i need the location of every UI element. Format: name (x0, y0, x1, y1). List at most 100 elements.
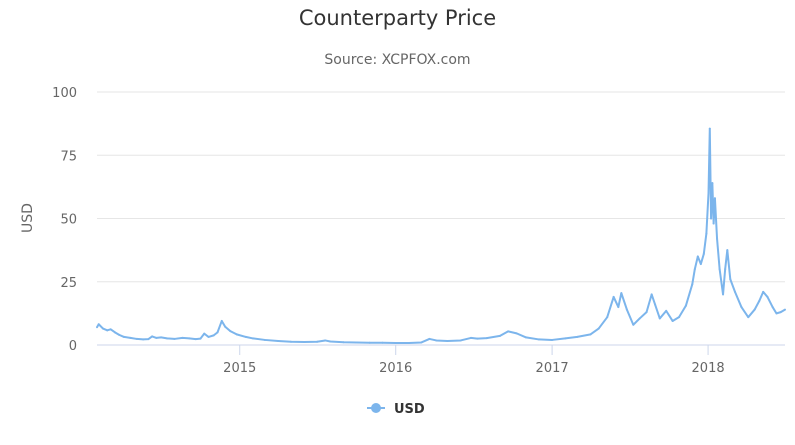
data-point[interactable] (710, 217, 713, 220)
data-point[interactable] (188, 337, 191, 340)
data-point[interactable] (775, 312, 778, 315)
data-point[interactable] (216, 331, 219, 334)
series-line-usd[interactable] (96, 127, 786, 344)
data-point[interactable] (632, 323, 635, 326)
data-point[interactable] (638, 317, 641, 320)
data-point[interactable] (235, 333, 238, 336)
data-point[interactable] (109, 328, 112, 331)
data-point[interactable] (96, 326, 98, 329)
data-point[interactable] (485, 337, 488, 340)
data-point[interactable] (303, 340, 306, 343)
data-point[interactable] (654, 303, 657, 306)
data-point[interactable] (151, 335, 154, 338)
data-point[interactable] (726, 249, 729, 252)
data-point[interactable] (507, 330, 510, 333)
data-point[interactable] (691, 283, 694, 286)
data-point[interactable] (779, 311, 782, 314)
data-point[interactable] (724, 268, 727, 271)
data-point[interactable] (705, 232, 708, 235)
data-point[interactable] (160, 336, 163, 339)
data-point[interactable] (290, 340, 293, 343)
data-point[interactable] (263, 338, 266, 341)
data-point[interactable] (658, 317, 661, 320)
data-point[interactable] (166, 337, 169, 340)
data-point[interactable] (713, 197, 716, 200)
data-point[interactable] (747, 316, 750, 319)
data-point[interactable] (142, 338, 145, 341)
data-point[interactable] (645, 311, 648, 314)
data-point[interactable] (702, 252, 705, 255)
data-point[interactable] (625, 308, 628, 311)
data-point[interactable] (101, 327, 104, 330)
data-point[interactable] (316, 340, 319, 343)
data-point[interactable] (147, 338, 150, 341)
data-point[interactable] (665, 309, 668, 312)
data-point[interactable] (589, 333, 592, 336)
data-point[interactable] (740, 306, 743, 309)
data-point[interactable] (118, 333, 121, 336)
data-point[interactable] (106, 329, 109, 332)
data-point[interactable] (707, 192, 710, 195)
data-point[interactable] (203, 332, 206, 335)
data-point[interactable] (368, 341, 371, 344)
data-point[interactable] (155, 336, 158, 339)
data-point[interactable] (564, 337, 567, 340)
data-point[interactable] (708, 127, 711, 130)
data-point[interactable] (699, 263, 702, 266)
data-point[interactable] (716, 237, 719, 240)
data-point[interactable] (459, 339, 462, 342)
data-point[interactable] (277, 339, 280, 342)
data-point[interactable] (711, 182, 714, 185)
data-point[interactable] (420, 341, 423, 344)
data-point[interactable] (758, 299, 761, 302)
data-point[interactable] (135, 337, 138, 340)
data-point[interactable] (766, 295, 769, 298)
data-point[interactable] (722, 293, 725, 296)
data-point[interactable] (181, 336, 184, 339)
data-point[interactable] (407, 341, 410, 344)
data-point[interactable] (693, 268, 696, 271)
data-point[interactable] (498, 334, 501, 337)
data-point[interactable] (113, 331, 116, 334)
data-point[interactable] (696, 255, 699, 258)
data-point[interactable] (734, 290, 737, 293)
data-point[interactable] (355, 341, 358, 344)
data-point[interactable] (342, 341, 345, 344)
data-point[interactable] (597, 327, 600, 330)
data-point[interactable] (212, 334, 215, 337)
data-point[interactable] (199, 337, 202, 340)
data-point[interactable] (620, 292, 623, 295)
data-point[interactable] (244, 335, 247, 338)
data-point[interactable] (551, 338, 554, 341)
data-point[interactable] (194, 338, 197, 341)
data-point[interactable] (381, 341, 384, 344)
data-point[interactable] (122, 335, 125, 338)
data-point[interactable] (446, 339, 449, 342)
data-point[interactable] (97, 323, 100, 326)
data-point[interactable] (771, 306, 774, 309)
data-point[interactable] (329, 340, 332, 343)
data-point[interactable] (576, 335, 579, 338)
data-point[interactable] (718, 268, 721, 271)
data-point[interactable] (684, 304, 687, 307)
data-point[interactable] (476, 337, 479, 340)
data-point[interactable] (753, 308, 756, 311)
data-point[interactable] (606, 316, 609, 319)
data-point[interactable] (525, 336, 528, 339)
data-point[interactable] (712, 222, 715, 225)
data-point[interactable] (220, 319, 223, 322)
data-point[interactable] (224, 325, 227, 328)
data-point[interactable] (251, 337, 254, 340)
data-point[interactable] (515, 332, 518, 335)
data-point[interactable] (612, 295, 615, 298)
data-point[interactable] (784, 308, 786, 311)
data-point[interactable] (617, 306, 620, 309)
data-point[interactable] (129, 336, 132, 339)
data-point[interactable] (671, 319, 674, 322)
data-point[interactable] (762, 290, 765, 293)
legend[interactable]: USD (367, 402, 425, 417)
data-point[interactable] (229, 330, 232, 333)
data-point[interactable] (650, 293, 653, 296)
data-point[interactable] (678, 316, 681, 319)
data-point[interactable] (428, 337, 431, 340)
